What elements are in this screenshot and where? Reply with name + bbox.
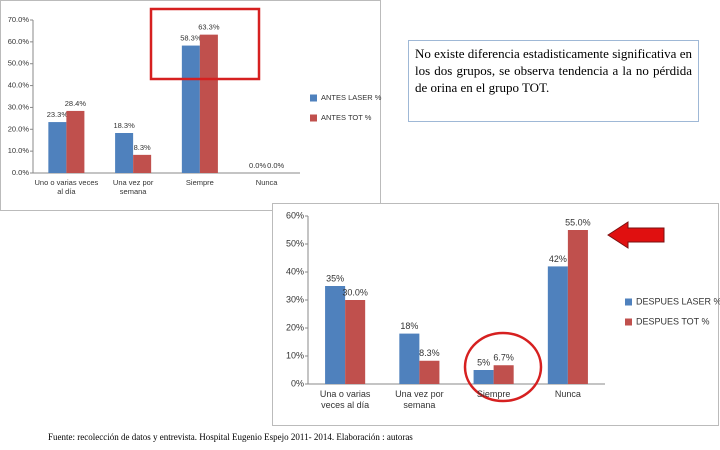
legend-swatch bbox=[310, 114, 317, 122]
bar bbox=[547, 266, 568, 384]
note: No existe diferencia estadisticamente si… bbox=[408, 40, 699, 122]
x-tick-label: Una vez por semana bbox=[112, 178, 154, 196]
chart-2: 0% 10% 20% 30% 40% 50% 60% 35% 30.0% 18% 8.3% 5% 6.7… bbox=[286, 210, 720, 388]
bar bbox=[181, 45, 200, 173]
legend-label: ANTES TOT % bbox=[321, 113, 372, 122]
x-tick-label: Una vez por semana bbox=[395, 389, 444, 410]
x-tick-label: Nunca bbox=[554, 389, 581, 399]
y-tick-label: 10% bbox=[286, 350, 304, 360]
legend-swatch bbox=[310, 94, 317, 102]
bar bbox=[115, 133, 134, 173]
data-label: 42% bbox=[549, 254, 567, 264]
y-tick-label: 0.0% bbox=[12, 168, 29, 177]
bar bbox=[199, 34, 218, 173]
bar bbox=[345, 300, 366, 384]
y-tick-label: 60% bbox=[286, 210, 304, 220]
data-label: 0.0% bbox=[267, 161, 284, 170]
x-tick-label: Uno o varias veces al día bbox=[34, 178, 99, 196]
y-tick-label: 0% bbox=[291, 378, 304, 388]
legend-swatch bbox=[625, 318, 632, 326]
highlight-circle bbox=[463, 331, 543, 403]
y-tick-label: 30.0% bbox=[8, 102, 30, 111]
bar bbox=[325, 286, 346, 384]
highlight-box bbox=[149, 7, 261, 81]
data-label: 8.3% bbox=[419, 348, 440, 358]
data-label: 6.7% bbox=[493, 353, 514, 363]
x-tick-label: Siempre bbox=[185, 178, 214, 187]
data-label: 5% bbox=[477, 357, 490, 367]
y-tick-label: 70.0% bbox=[8, 15, 30, 24]
legend-label: DESPUES LASER % bbox=[636, 296, 720, 306]
legend-swatch bbox=[625, 298, 632, 306]
bar bbox=[399, 333, 420, 384]
bar bbox=[419, 360, 440, 384]
y-tick-label: 10.0% bbox=[8, 146, 30, 155]
bar bbox=[48, 122, 67, 173]
bar bbox=[133, 154, 152, 173]
y-tick-label: 20% bbox=[286, 322, 304, 332]
bar bbox=[66, 110, 85, 173]
data-label: 30.0% bbox=[342, 287, 368, 297]
y-tick-label: 50% bbox=[286, 238, 304, 248]
bar bbox=[567, 230, 588, 384]
data-label: 18% bbox=[400, 321, 418, 331]
y-tick-label: 40.0% bbox=[8, 81, 30, 90]
data-label: 58.3% bbox=[180, 34, 202, 43]
y-tick-label: 40% bbox=[286, 266, 304, 276]
x-tick-label: Nunca bbox=[255, 178, 278, 187]
data-label: 8.3% bbox=[134, 143, 151, 152]
source: Fuente: recolección de datos y entrevist… bbox=[48, 432, 413, 442]
legend-label: DESPUES TOT % bbox=[636, 316, 710, 326]
bar bbox=[493, 365, 514, 384]
x-tick-label: Siempre bbox=[476, 389, 511, 399]
data-label: 0.0% bbox=[249, 161, 266, 170]
y-tick-label: 30% bbox=[286, 294, 304, 304]
chart-1: 0.0% 10.0% 20.0% 30.0% 40.0% 50.0% 60.0% 70.0% 2… bbox=[8, 15, 382, 177]
y-tick-label: 60.0% bbox=[8, 37, 30, 46]
y-tick-label: 50.0% bbox=[8, 59, 30, 68]
data-label: 63.3% bbox=[198, 23, 220, 32]
y-tick-label: 20.0% bbox=[8, 124, 30, 133]
data-label: 55.0% bbox=[565, 217, 591, 227]
data-label: 28.4% bbox=[65, 99, 87, 108]
legend-label: ANTES LASER % bbox=[321, 93, 382, 102]
bar bbox=[473, 370, 494, 384]
x-tick-label: Una o varias veces al día bbox=[319, 389, 371, 410]
data-label: 35% bbox=[326, 273, 344, 283]
arrow bbox=[607, 221, 665, 249]
data-label: 23.3% bbox=[47, 110, 69, 119]
data-label: 18.3% bbox=[113, 121, 135, 130]
